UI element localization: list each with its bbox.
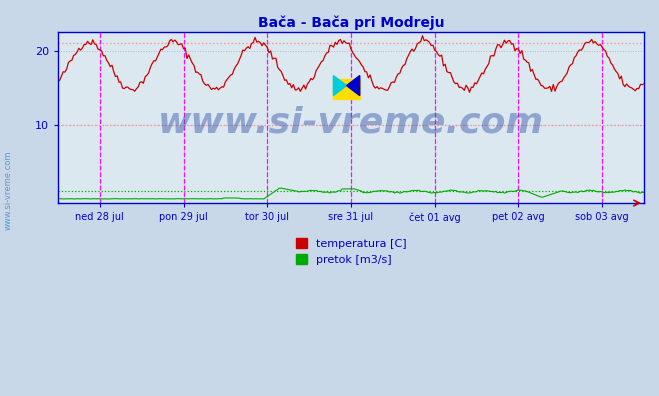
Legend: temperatura [C], pretok [m3/s]: temperatura [C], pretok [m3/s] <box>291 234 411 269</box>
Text: www.si-vreme.com: www.si-vreme.com <box>3 150 13 230</box>
Title: Bača - Bača pri Modreju: Bača - Bača pri Modreju <box>258 15 444 29</box>
Bar <box>333 79 360 99</box>
Polygon shape <box>333 76 347 95</box>
Text: www.si-vreme.com: www.si-vreme.com <box>158 106 544 140</box>
Polygon shape <box>347 76 360 95</box>
